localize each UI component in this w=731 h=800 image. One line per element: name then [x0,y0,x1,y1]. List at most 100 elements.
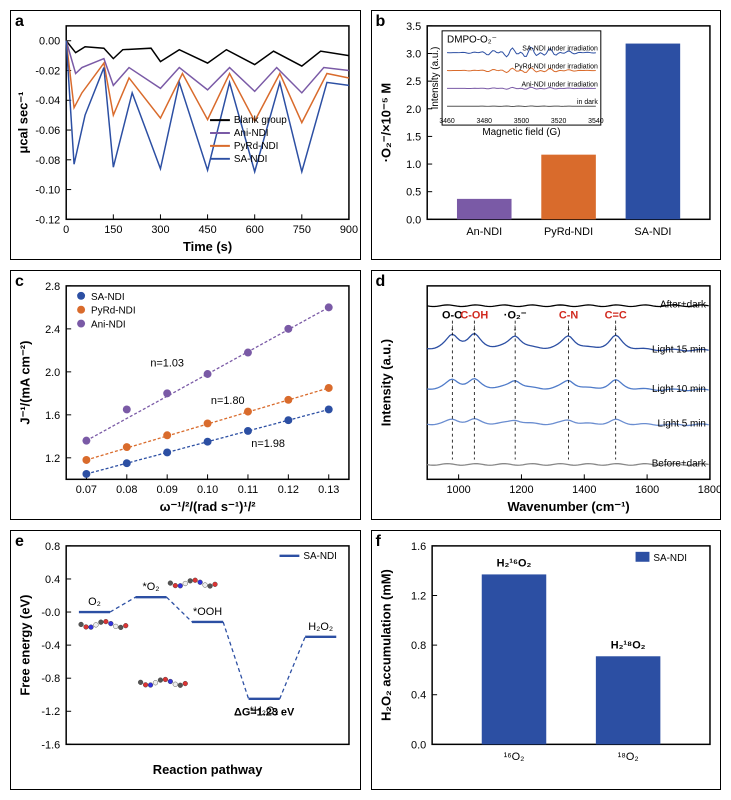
svg-text:Intensity (a.u.): Intensity (a.u.) [430,47,441,110]
svg-text:ω⁻¹/²/(rad s⁻¹)¹/²: ω⁻¹/²/(rad s⁻¹)¹/² [160,499,257,514]
svg-text:2.8: 2.8 [45,281,60,293]
svg-text:ΔG=1.23 eV: ΔG=1.23 eV [234,706,295,718]
svg-text:H₂O₂: H₂O₂ [308,621,333,633]
svg-text:SA-NDI: SA-NDI [234,154,268,165]
svg-text:0.8: 0.8 [411,640,426,652]
svg-text:1000: 1000 [446,484,470,496]
svg-text:0.12: 0.12 [278,484,299,496]
svg-text:300: 300 [151,224,169,236]
svg-text:0.0: 0.0 [406,214,421,226]
svg-text:1.5: 1.5 [406,131,421,143]
svg-text:-0.4: -0.4 [41,640,60,652]
svg-text:Intensity (a.u.): Intensity (a.u.) [378,339,393,426]
svg-text:SA-NDI: SA-NDI [634,226,671,238]
svg-text:Free energy (eV): Free energy (eV) [17,595,32,696]
svg-text:3500: 3500 [513,118,529,125]
svg-text:0.13: 0.13 [318,484,339,496]
svg-text:1.2: 1.2 [411,590,426,602]
svg-text:150: 150 [104,224,122,236]
svg-text:900: 900 [340,224,358,236]
svg-text:0.4: 0.4 [45,574,60,586]
svg-text:-0.04: -0.04 [35,95,60,107]
panel-a: a 01503004506007509000.00-0.02-0.04-0.06… [10,10,361,260]
chart-c: 0.070.080.090.100.110.120.131.21.62.02.4… [11,271,360,519]
svg-text:¹⁸O₂: ¹⁸O₂ [617,751,638,763]
svg-text:PyRd-NDI: PyRd-NDI [91,306,136,317]
svg-text:3.0: 3.0 [406,48,421,60]
svg-text:C=C: C=C [604,310,626,322]
panel-d-label: d [376,273,386,291]
svg-text:2.5: 2.5 [406,76,421,88]
svg-text:Ani-NDI: Ani-NDI [234,128,269,139]
svg-text:↓: ↓ [566,323,571,334]
svg-text:0.8: 0.8 [45,541,60,553]
svg-text:¹⁶O₂: ¹⁶O₂ [503,751,524,763]
svg-text:1.0: 1.0 [406,159,421,171]
chart-f: 0.00.40.81.21.6H₂O₂ accumulation (mM)¹⁶O… [372,531,721,789]
svg-text:-0.02: -0.02 [35,65,60,77]
svg-text:0: 0 [63,224,69,236]
svg-text:0.10: 0.10 [197,484,218,496]
svg-text:0.4: 0.4 [411,690,426,702]
svg-text:0.09: 0.09 [157,484,178,496]
panel-b-label: b [376,13,386,31]
svg-text:·O₂⁻/×10⁻⁵ M: ·O₂⁻/×10⁻⁵ M [378,83,393,162]
panel-e: e -1.6-1.2-0.8-0.4-0.00.40.8Reaction pat… [10,530,361,790]
svg-text:in dark: in dark [577,99,598,106]
svg-text:1800: 1800 [697,484,720,496]
svg-text:Light 15 min: Light 15 min [651,344,705,355]
svg-text:Time (s): Time (s) [183,239,232,254]
svg-text:·O₂⁻: ·O₂⁻ [503,310,526,322]
svg-text:2.0: 2.0 [406,104,421,116]
svg-text:An-NDI: An-NDI [466,226,502,238]
svg-text:Ani-NDI under irradiation: Ani-NDI under irradiation [521,81,597,88]
panel-b: b 0.00.51.01.52.02.53.03.5·O₂⁻/×10⁻⁵ MAn… [371,10,722,260]
svg-text:3480: 3480 [476,118,492,125]
svg-text:3460: 3460 [439,118,455,125]
svg-text:Wavenumber (cm⁻¹): Wavenumber (cm⁻¹) [507,499,629,514]
svg-text:SA-NDI: SA-NDI [653,553,687,564]
chart-e: -1.6-1.2-0.8-0.4-0.00.40.8Reaction pathw… [11,531,360,789]
svg-text:↓: ↓ [471,323,476,334]
svg-text:DMPO-O₂⁻: DMPO-O₂⁻ [447,35,497,46]
svg-text:0.5: 0.5 [406,187,421,199]
svg-text:n=1.98: n=1.98 [251,438,285,450]
svg-text:C-N: C-N [558,310,578,322]
svg-text:*O₂: *O₂ [143,581,160,593]
svg-text:*OOH: *OOH [193,606,222,618]
svg-text:750: 750 [293,224,311,236]
svg-text:H₂¹⁶O₂: H₂¹⁶O₂ [496,557,531,569]
svg-text:-0.8: -0.8 [41,673,60,685]
svg-text:O₂: O₂ [88,596,101,608]
svg-text:3520: 3520 [550,118,566,125]
panel-c: c 0.070.080.090.100.110.120.131.21.62.02… [10,270,361,520]
svg-text:Magnetic field (G): Magnetic field (G) [482,127,560,138]
svg-text:Blank group: Blank group [234,115,287,126]
svg-text:1.6: 1.6 [45,410,60,422]
svg-text:n=1.03: n=1.03 [150,357,184,369]
svg-text:PyRd-NDI: PyRd-NDI [544,226,593,238]
svg-text:2.4: 2.4 [45,324,60,336]
svg-text:Ani-NDI: Ani-NDI [91,320,126,331]
svg-text:SA-NDI: SA-NDI [91,292,125,303]
svg-text:-1.2: -1.2 [41,706,60,718]
svg-text:J⁻¹/(mA cm⁻²): J⁻¹/(mA cm⁻²) [18,341,33,425]
svg-text:0.08: 0.08 [116,484,137,496]
svg-text:SA-NDI under irradiation: SA-NDI under irradiation [522,46,598,53]
panel-d: d 10001200140016001800Wavenumber (cm⁻¹)I… [371,270,722,520]
panel-a-label: a [15,13,24,31]
svg-text:2.0: 2.0 [45,367,60,379]
svg-text:0.0: 0.0 [411,739,426,751]
svg-text:H₂¹⁸O₂: H₂¹⁸O₂ [610,639,645,651]
panel-e-label: e [15,533,24,551]
svg-text:1600: 1600 [634,484,658,496]
svg-text:C-OH: C-OH [460,310,488,322]
svg-text:1400: 1400 [572,484,596,496]
svg-text:0.00: 0.00 [39,36,60,48]
svg-text:-0.10: -0.10 [35,185,60,197]
panel-f: f 0.00.40.81.21.6H₂O₂ accumulation (mM)¹… [371,530,722,790]
svg-text:0.11: 0.11 [238,484,258,496]
svg-text:↓: ↓ [512,323,517,334]
svg-text:SA-NDI: SA-NDI [303,551,337,562]
panel-f-label: f [376,533,381,551]
